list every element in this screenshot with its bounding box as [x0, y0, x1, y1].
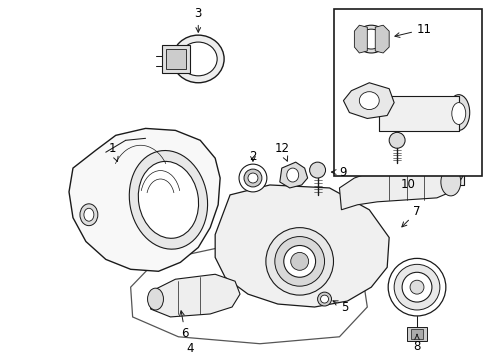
Text: 1: 1 — [109, 142, 118, 162]
Bar — [406, 327, 426, 341]
Text: 11: 11 — [394, 23, 431, 37]
Polygon shape — [150, 274, 240, 317]
Ellipse shape — [290, 252, 308, 270]
Ellipse shape — [451, 103, 465, 125]
Ellipse shape — [80, 204, 98, 226]
Ellipse shape — [359, 29, 383, 49]
Circle shape — [317, 292, 331, 306]
Text: 12: 12 — [274, 142, 289, 161]
Circle shape — [388, 132, 404, 148]
Ellipse shape — [129, 150, 207, 249]
Bar — [410, 329, 422, 339]
Polygon shape — [374, 25, 388, 53]
Text: 4: 4 — [186, 342, 194, 355]
Ellipse shape — [409, 280, 423, 294]
Polygon shape — [215, 185, 388, 307]
Ellipse shape — [179, 42, 217, 76]
Ellipse shape — [401, 272, 431, 302]
Text: 8: 8 — [412, 334, 420, 353]
Ellipse shape — [440, 168, 460, 196]
Ellipse shape — [355, 25, 386, 53]
Bar — [334, 9, 481, 176]
Ellipse shape — [442, 146, 464, 184]
Polygon shape — [339, 165, 453, 210]
Ellipse shape — [84, 208, 94, 221]
Text: 9: 9 — [331, 166, 346, 179]
Ellipse shape — [447, 95, 469, 130]
Ellipse shape — [274, 237, 324, 286]
Ellipse shape — [286, 168, 298, 182]
Text: 3: 3 — [194, 7, 202, 32]
Ellipse shape — [265, 228, 333, 295]
Bar — [433, 147, 463, 185]
Bar — [162, 45, 190, 73]
Ellipse shape — [247, 173, 257, 183]
Polygon shape — [343, 83, 393, 118]
Ellipse shape — [172, 35, 224, 83]
Text: 6: 6 — [179, 311, 189, 340]
Ellipse shape — [393, 264, 439, 310]
Ellipse shape — [244, 169, 262, 187]
Text: 5: 5 — [332, 301, 348, 314]
Ellipse shape — [283, 246, 315, 277]
Ellipse shape — [239, 164, 266, 192]
Ellipse shape — [147, 288, 163, 310]
Text: 2: 2 — [249, 150, 256, 163]
Ellipse shape — [138, 161, 198, 238]
Polygon shape — [354, 25, 366, 53]
Polygon shape — [279, 162, 307, 188]
Ellipse shape — [359, 92, 379, 109]
Polygon shape — [69, 129, 220, 271]
Ellipse shape — [387, 258, 445, 316]
Circle shape — [309, 162, 325, 178]
Bar — [166, 49, 186, 69]
Text: 10: 10 — [400, 179, 415, 192]
Bar — [379, 96, 458, 131]
Text: 7: 7 — [401, 205, 420, 227]
Circle shape — [320, 295, 328, 303]
